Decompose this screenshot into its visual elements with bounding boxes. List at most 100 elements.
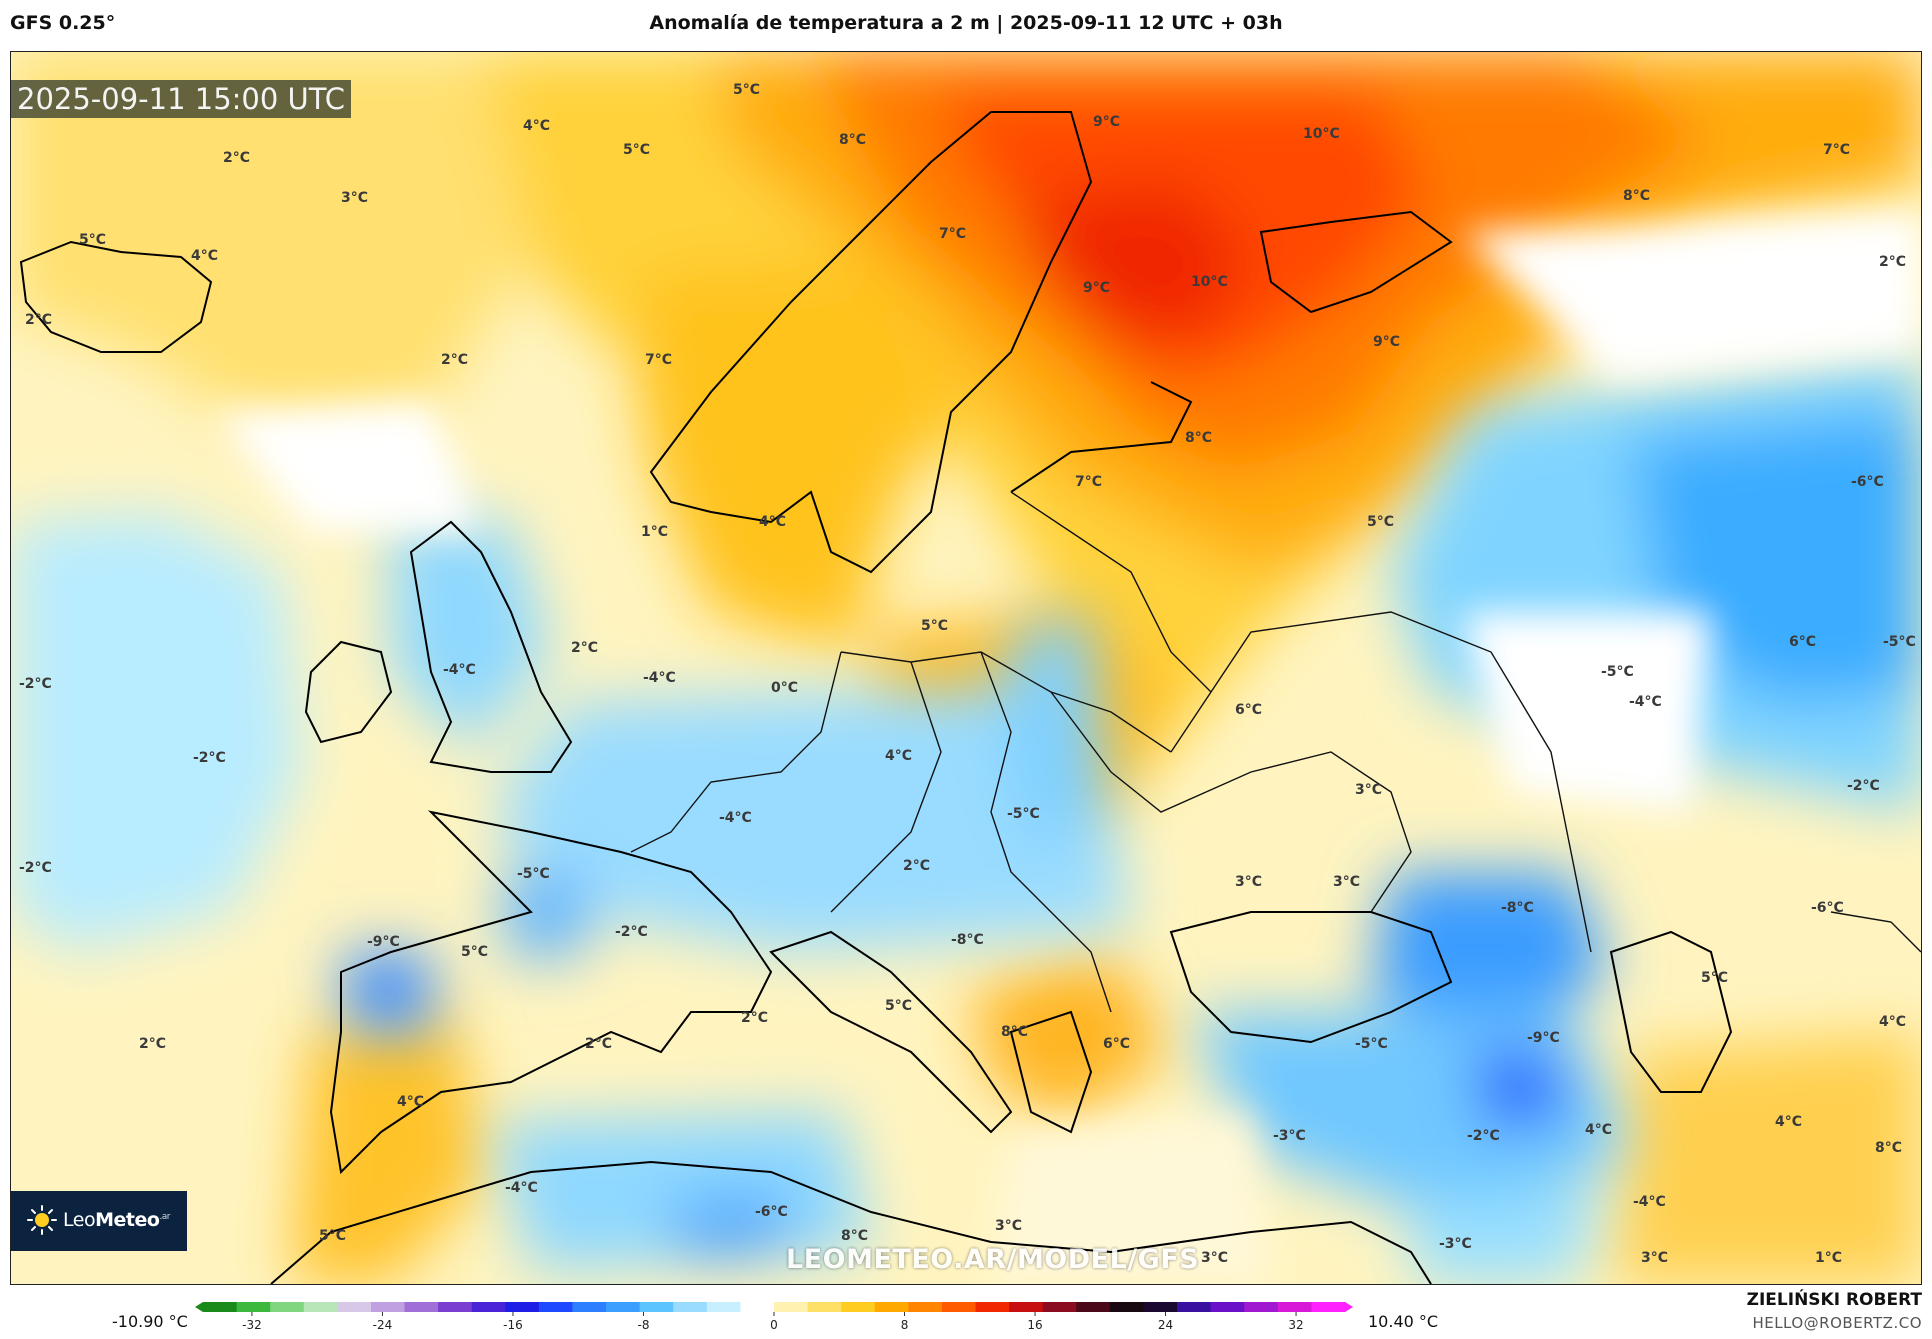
contour-label: 3°C: [1355, 782, 1382, 798]
italy-outline: [769, 930, 1013, 1134]
contour-label: -6°C: [755, 1204, 788, 1220]
colorbar-tick-label: 24: [1158, 1318, 1173, 1332]
colorbar-segment: [438, 1302, 473, 1312]
contour-label: 9°C: [1083, 280, 1110, 296]
contour-label: 1°C: [641, 524, 668, 540]
contour-label: 6°C: [1103, 1036, 1130, 1052]
temperature-anomaly-map[interactable]: 5°C 4°C 5°C 2°C 3°C 5°C 4°C 2°C 2°C 8°C …: [10, 51, 1922, 1285]
colorbar-segment: [505, 1302, 540, 1312]
colorbar-segment: [807, 1302, 842, 1312]
colorbar-segment: [538, 1302, 574, 1312]
black-sea-outline: [1169, 911, 1453, 1044]
contour-label: -6°C: [1811, 900, 1844, 916]
contour-label: 7°C: [645, 352, 672, 368]
greece-outline: [1009, 1010, 1093, 1134]
colorbar-segment: [1210, 1302, 1245, 1312]
colorbar-tick-label: 32: [1288, 1318, 1303, 1332]
north-africa-coast: [270, 1160, 1432, 1284]
contour-label: 8°C: [1185, 430, 1212, 446]
anomaly-field-cold: [11, 352, 1921, 1284]
contour-label: -5°C: [1883, 634, 1916, 650]
contour-label: -4°C: [443, 662, 476, 678]
contour-label: 2°C: [741, 1010, 768, 1026]
colorbar-segment: [1009, 1302, 1044, 1312]
contour-label: -5°C: [1355, 1036, 1388, 1052]
colorbar-segment: [740, 1302, 775, 1312]
colorbar-segment: [774, 1302, 809, 1312]
colorbar-tick-label: 0: [770, 1318, 778, 1332]
contour-label: 5°C: [733, 82, 760, 98]
contour-label: 4°C: [1775, 1114, 1802, 1130]
contour-label: 4°C: [1585, 1122, 1612, 1138]
colorbar-segment: [370, 1302, 406, 1312]
contour-label: 7°C: [1075, 474, 1102, 490]
contour-label: 4°C: [191, 248, 218, 264]
contour-label: -4°C: [643, 670, 676, 686]
colorbar-segment: [203, 1302, 238, 1312]
contour-label: 4°C: [523, 118, 550, 134]
contour-label: 2°C: [441, 352, 468, 368]
contour-label: 4°C: [759, 514, 786, 530]
colorbar-segment: [874, 1302, 909, 1312]
colorbar-ticks: -32 -24 -16 -8 0 8 16 24 32: [242, 1312, 1304, 1332]
contour-label: 5°C: [1701, 970, 1728, 986]
contour-label: 5°C: [623, 142, 650, 158]
colorbar-segment: [908, 1302, 943, 1312]
contour-label: 8°C: [1001, 1024, 1028, 1040]
map-title: Anomalía de temperatura a 2 m | 2025-09-…: [649, 12, 1283, 34]
colorbar-segment: [975, 1302, 1010, 1312]
valid-time-badge: 2025-09-11 15:00 UTC: [11, 80, 352, 118]
colorbar-segment: [1143, 1302, 1178, 1312]
leometeo-logo[interactable]: LeoMeteo.ar: [11, 1191, 187, 1251]
contour-label: -9°C: [367, 934, 400, 950]
colorbar-tick-label: -16: [503, 1318, 523, 1332]
country-borders: [630, 491, 1921, 1013]
colorbar-tick-label: -24: [373, 1318, 393, 1332]
colorbar-segment: [236, 1302, 271, 1312]
author-email[interactable]: HELLO@ROBERTZ.CO: [1752, 1314, 1922, 1332]
colorbar-segment: [270, 1302, 305, 1312]
contour-label: 3°C: [1235, 874, 1262, 890]
colorbar-segment: [706, 1302, 742, 1312]
contour-label: -8°C: [951, 932, 984, 948]
contour-label: 3°C: [341, 190, 368, 206]
watermark-url: LEOMETEO.AR/MODEL/GFS: [786, 1244, 1200, 1275]
colorbar-segment: [1277, 1302, 1313, 1312]
contour-label: 4°C: [1879, 1014, 1906, 1030]
contour-label: -2°C: [19, 860, 52, 876]
contour-label: 5°C: [1367, 514, 1394, 530]
colorbar-segment: [404, 1302, 439, 1312]
sun-icon: [27, 1205, 57, 1235]
contour-label: -2°C: [1467, 1128, 1500, 1144]
colorbar-segment: [471, 1302, 506, 1312]
contour-label: 7°C: [939, 226, 966, 242]
colorbar-tick-label: 8: [901, 1318, 909, 1332]
britain-outline: [409, 520, 573, 773]
contour-label: 5°C: [319, 1228, 346, 1244]
contour-label: -4°C: [1633, 1194, 1666, 1210]
contour-label: -4°C: [719, 810, 752, 826]
iceland-outline: [19, 240, 213, 353]
caspian-outline: [1609, 930, 1733, 1093]
colorbar-max-arrow: [1345, 1302, 1353, 1312]
contour-label: -6°C: [1851, 474, 1884, 490]
contour-label: 10°C: [1191, 274, 1228, 290]
colorbar-tick-label: -32: [242, 1318, 262, 1332]
contour-label: 4°C: [397, 1094, 424, 1110]
colorbar-segment: [639, 1302, 674, 1312]
contour-label: -2°C: [193, 750, 226, 766]
contour-label: 5°C: [79, 232, 106, 248]
contour-label: 1°C: [1815, 1250, 1842, 1266]
colorbar-segment: [337, 1302, 372, 1312]
contour-label: 6°C: [1789, 634, 1816, 650]
colorbar-segment: [841, 1302, 876, 1312]
colorbar-segment: [1042, 1302, 1077, 1312]
colorbar-tick-label: 16: [1027, 1318, 1042, 1332]
contour-label: 5°C: [461, 944, 488, 960]
contour-label: 3°C: [995, 1218, 1022, 1234]
contour-label: 8°C: [841, 1228, 868, 1244]
contour-label: 3°C: [1333, 874, 1360, 890]
contour-label: 7°C: [1823, 142, 1850, 158]
contour-label: 5°C: [885, 998, 912, 1014]
contour-label: 6°C: [1235, 702, 1262, 718]
